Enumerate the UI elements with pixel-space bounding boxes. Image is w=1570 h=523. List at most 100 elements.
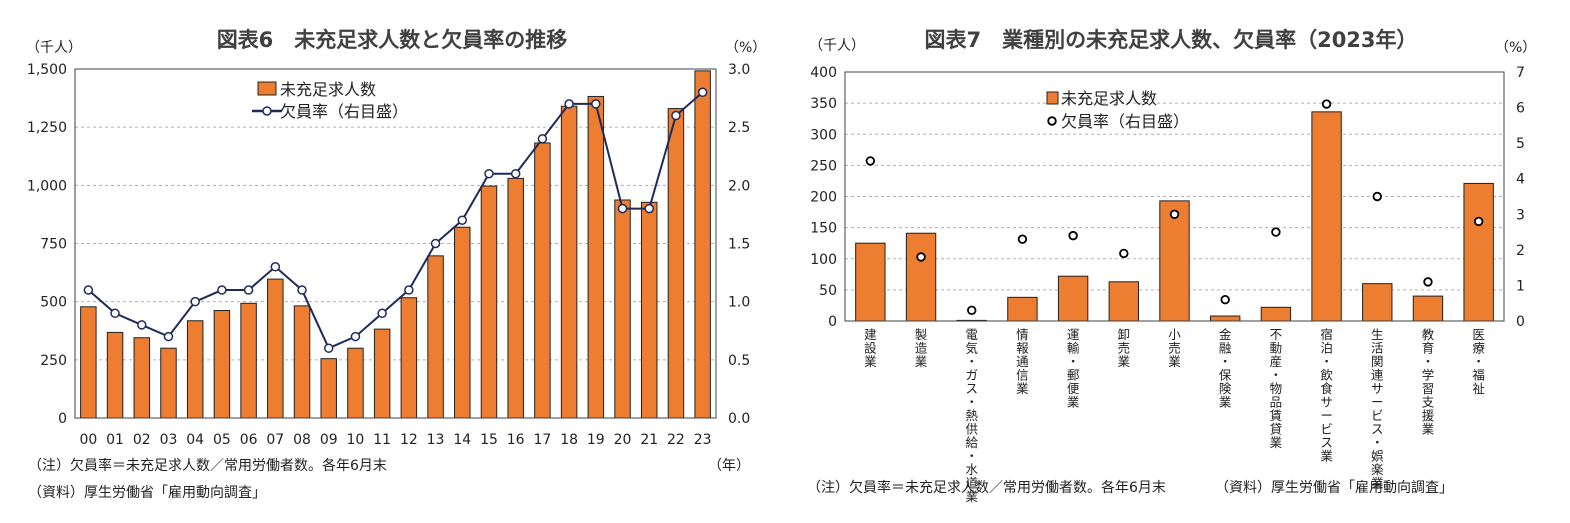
left-tick-label: 50 xyxy=(819,283,837,299)
vacancy-rate-point xyxy=(1372,191,1382,202)
vacancy-rate-point xyxy=(404,285,414,295)
category-label: 21 xyxy=(640,432,658,448)
category-label-char: 楽 xyxy=(1371,462,1384,477)
category-label-char: ガ xyxy=(965,368,978,383)
category-label-char: 気 xyxy=(965,341,978,356)
category-label-char: ・ xyxy=(1270,368,1283,383)
bar xyxy=(293,305,311,419)
bar xyxy=(1057,275,1089,322)
category-label-char: ・ xyxy=(1320,354,1333,369)
bar xyxy=(1159,200,1190,322)
right-tick-label: 5 xyxy=(1516,136,1525,152)
legend-marker-swatch xyxy=(1047,116,1057,126)
category-label-char: 売 xyxy=(1118,341,1131,356)
category-label: 03 xyxy=(160,432,178,448)
category-label-char: 業 xyxy=(1422,422,1435,437)
category-label-char: 泊 xyxy=(1320,341,1333,356)
category-label-char: サ xyxy=(1320,395,1333,410)
category-label-char: 福 xyxy=(1472,368,1485,383)
vacancy-rate-point xyxy=(430,238,441,249)
left-tick-label: 750 xyxy=(40,237,67,253)
vacancy-rate-point xyxy=(457,215,468,225)
right-tick-label: 2.0 xyxy=(728,178,750,194)
right-tick-label: 4 xyxy=(1516,172,1525,188)
chart-7-title: 図表7 業種別の未充足求人数、欠員率（2023年） xyxy=(924,28,1417,52)
category-label-char: ス xyxy=(1371,422,1384,437)
vacancy-rate-point xyxy=(916,252,926,262)
bar xyxy=(1463,182,1494,322)
bar xyxy=(400,297,418,419)
vacancy-rate-point xyxy=(591,99,601,109)
vacancy-rate-point xyxy=(110,308,120,319)
vacancy-rate-point xyxy=(484,168,494,179)
left-tick-label: 400 xyxy=(810,65,837,81)
chart-6-svg: 図表6 未充足求人数と欠員率の推移 （千人） （%） （年） （注）欠員率＝未充… xyxy=(26,28,760,501)
vacancy-rate-point xyxy=(163,331,174,342)
left-tick-label: 0 xyxy=(828,314,837,330)
vacancy-rate-point xyxy=(1321,99,1332,109)
bar xyxy=(240,302,257,419)
category-label-char: ・ xyxy=(965,395,978,410)
chart-panel-6: 図表6 未充足求人数と欠員率の推移 （千人） （%） （年） （注）欠員率＝未充… xyxy=(0,0,760,523)
bar xyxy=(267,278,284,419)
category-label: 13 xyxy=(427,432,445,448)
left-tick-label: 200 xyxy=(810,190,837,206)
category-label: 01 xyxy=(106,432,124,448)
bar xyxy=(667,108,685,419)
left-tick-label: 300 xyxy=(810,127,837,143)
category-label: 20 xyxy=(614,432,632,448)
left-tick-label: 150 xyxy=(810,221,837,237)
vacancy-rate-point xyxy=(671,110,681,121)
category-label-char: 貸 xyxy=(1270,422,1283,437)
category-label-char: 支 xyxy=(1422,395,1435,410)
category-label-char: 医 xyxy=(1472,327,1485,342)
vacancy-rate-point xyxy=(697,87,708,98)
vacancy-rate-point xyxy=(1473,216,1484,227)
category-label-char: 宿 xyxy=(1320,327,1333,342)
bar xyxy=(507,177,524,419)
left-tick-label: 350 xyxy=(810,96,837,112)
left-tick-label: 1,500 xyxy=(27,62,67,78)
legend-line-label: 欠員率（右目盛） xyxy=(280,102,408,121)
chart-6-title: 図表6 未充足求人数と欠員率の推移 xyxy=(217,28,568,52)
vacancy-rate-point xyxy=(537,134,548,144)
category-label-char: 保 xyxy=(1219,368,1232,383)
bar xyxy=(454,226,471,419)
category-label-char: 運 xyxy=(1067,327,1080,342)
vacancy-rate-point xyxy=(323,343,334,353)
category-label: 23 xyxy=(694,432,712,448)
bar xyxy=(186,320,204,419)
plot-frame xyxy=(844,71,1505,322)
category-label-char: 製 xyxy=(915,327,928,342)
bar xyxy=(213,310,231,419)
vacancy-rate-point xyxy=(217,285,227,295)
category-label-char: 給 xyxy=(965,435,978,450)
vacancy-rate-point xyxy=(270,262,281,272)
category-label-char: 水 xyxy=(965,462,978,477)
chart-7-svg: 図表7 業種別の未充足求人数、欠員率（2023年） （千人） （%） （注）欠員… xyxy=(807,28,1536,504)
right-tick-label: 2.5 xyxy=(728,120,750,136)
category-label-char: 教 xyxy=(1422,327,1435,342)
category-label-char: 療 xyxy=(1472,341,1485,356)
chart-7-source: （資料）厚生労働省「雇用動向調査」 xyxy=(1215,479,1453,496)
category-label-char: 情 xyxy=(1016,327,1029,342)
bar xyxy=(1311,111,1342,322)
category-label-char: ー xyxy=(1371,395,1384,410)
left-tick-label: 100 xyxy=(810,252,837,268)
category-label: 17 xyxy=(533,432,551,448)
right-tick-label: 0.5 xyxy=(728,353,750,369)
right-tick-label: 3.0 xyxy=(728,62,750,78)
category-label-char: 電 xyxy=(965,327,978,342)
chart-7-legend: 未充足求人数 欠員率（右目盛） xyxy=(1046,89,1189,131)
category-label: 06 xyxy=(240,432,258,448)
vacancy-rate-point xyxy=(564,99,574,109)
vacancy-rate-point xyxy=(510,168,521,179)
category-label-char: 供 xyxy=(965,422,978,437)
category-label-char: ・ xyxy=(1371,435,1384,450)
category-label-char: 業 xyxy=(1270,435,1283,450)
chart-6-note: （注）欠員率＝未充足求人数／常用労働者数。各年6月末 xyxy=(28,457,387,474)
vacancy-rate-point xyxy=(967,305,977,316)
category-label-char: 祉 xyxy=(1472,381,1485,396)
category-label-char: 卸 xyxy=(1118,327,1131,342)
legend-marker-label: 欠員率（右目盛） xyxy=(1061,112,1189,131)
